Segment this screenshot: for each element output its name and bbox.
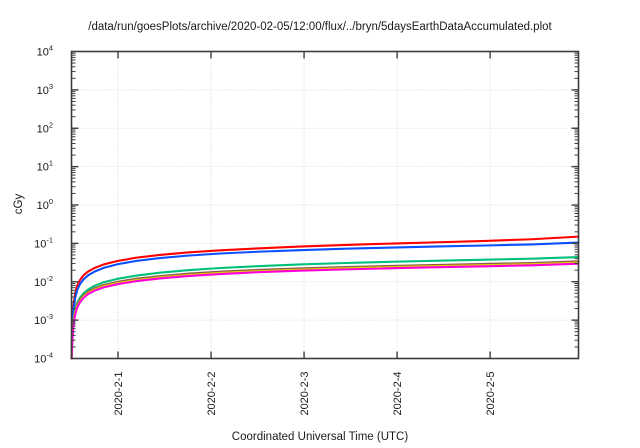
x-tick-label: 2020-2-2 [206,372,218,416]
x-tick-label: 2020-2-5 [485,372,497,416]
series-red [70,235,580,360]
plot-frame [70,50,580,360]
y-axis-title: cGy [13,194,25,215]
y-tick-label: 10-2 [34,274,53,289]
series-brown [70,260,580,360]
series-blue [70,241,580,360]
x-tick-labels-group: 2020-2-1 2020-2-2 2020-2-3 2020-2-4 2020-2-5 [113,372,497,416]
x-tick-label: 2020-2-1 [113,372,125,416]
y-tick-labels-group: 104 103 102 101 100 10-1 10-2 10-3 10-4 [34,44,53,366]
gridlines-group [71,51,579,359]
y-tick-label: 101 [37,159,53,174]
tickmarks-group [71,51,579,359]
y-tick-label: 104 [37,44,53,59]
y-tick-label: 10-4 [34,351,53,366]
x-axis-title: Coordinated Universal Time (UTC) [232,431,409,443]
series-green [70,256,580,360]
series-group [70,235,580,360]
x-tick-label: 2020-2-3 [299,372,311,416]
y-tick-label: 10-3 [34,312,53,327]
y-tick-label: 10-1 [34,235,53,250]
y-tick-label: 100 [37,197,53,212]
x-tick-label: 2020-2-4 [392,372,404,416]
series-magenta [70,262,580,360]
y-tick-label: 102 [37,120,53,135]
chart-title: /data/run/goesPlots/archive/2020-02-05/1… [88,21,552,33]
y-tick-label: 103 [37,82,53,97]
